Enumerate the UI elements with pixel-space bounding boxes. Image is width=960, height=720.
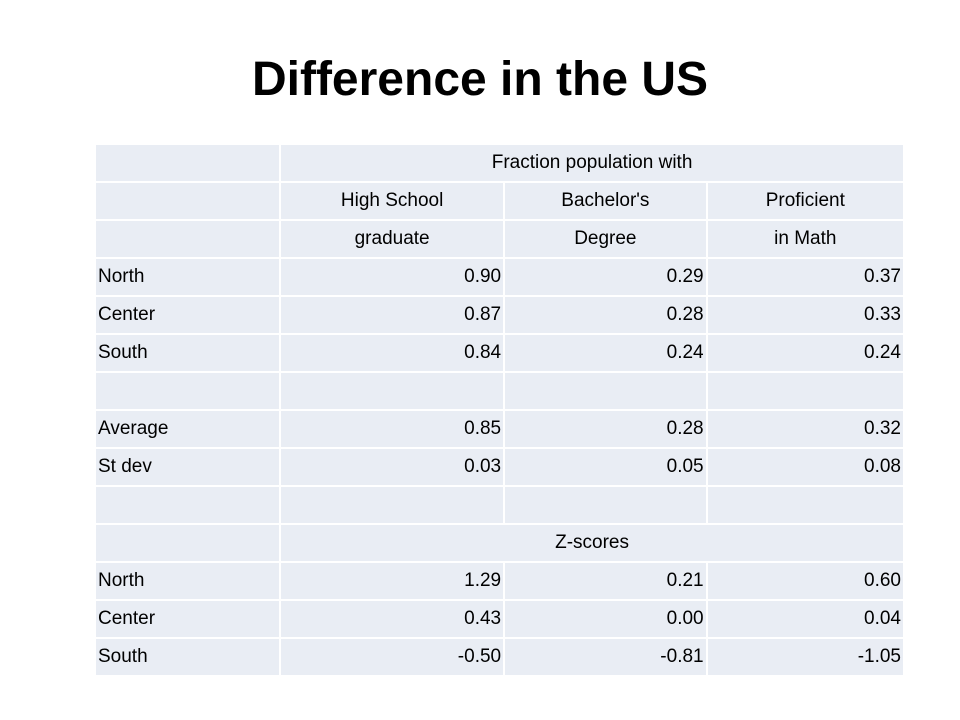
row-label: Average bbox=[96, 411, 282, 449]
table-row: North 1.29 0.21 0.60 bbox=[96, 563, 903, 601]
column-header-degree: Degree bbox=[505, 221, 708, 259]
table-cell: 0.32 bbox=[707, 411, 903, 449]
table-cell: 0.28 bbox=[505, 297, 708, 335]
row-label: South bbox=[96, 639, 282, 675]
table-cell: 0.24 bbox=[707, 335, 903, 373]
table-cell: -0.81 bbox=[505, 639, 708, 675]
empty-cell bbox=[96, 221, 282, 259]
header-row-line2: graduate Degree in Math bbox=[96, 221, 903, 259]
header-row-line1: High School Bachelor's Proficient bbox=[96, 183, 903, 221]
table-cell: 0.29 bbox=[505, 259, 708, 297]
table-row: Center 0.87 0.28 0.33 bbox=[96, 297, 903, 335]
table-cell: 0.28 bbox=[505, 411, 708, 449]
empty-cell bbox=[707, 373, 903, 411]
empty-cell bbox=[281, 487, 506, 525]
empty-cell bbox=[96, 145, 282, 183]
empty-cell bbox=[505, 487, 708, 525]
empty-cell bbox=[96, 487, 282, 525]
table-row: North 0.90 0.29 0.37 bbox=[96, 259, 903, 297]
column-header-graduate: graduate bbox=[281, 221, 506, 259]
data-table: Fraction population with High School Bac… bbox=[96, 145, 903, 675]
row-label: Center bbox=[96, 601, 282, 639]
empty-cell bbox=[281, 373, 506, 411]
empty-cell bbox=[707, 487, 903, 525]
table-row: South -0.50 -0.81 -1.05 bbox=[96, 639, 903, 675]
header-row-group: Fraction population with bbox=[96, 145, 903, 183]
table-cell: 1.29 bbox=[281, 563, 506, 601]
row-label: North bbox=[96, 259, 282, 297]
table-cell: 0.87 bbox=[281, 297, 506, 335]
row-label: South bbox=[96, 335, 282, 373]
table-cell: 0.08 bbox=[707, 449, 903, 487]
table-cell: 0.24 bbox=[505, 335, 708, 373]
table-cell: -1.05 bbox=[707, 639, 903, 675]
row-label: North bbox=[96, 563, 282, 601]
summary-row-average: Average 0.85 0.28 0.32 bbox=[96, 411, 903, 449]
table-cell: 0.60 bbox=[707, 563, 903, 601]
table-row: South 0.84 0.24 0.24 bbox=[96, 335, 903, 373]
empty-cell bbox=[505, 373, 708, 411]
table-cell: 0.00 bbox=[505, 601, 708, 639]
spacer-row bbox=[96, 487, 903, 525]
table-cell: 0.43 bbox=[281, 601, 506, 639]
column-header-proficient: Proficient bbox=[707, 183, 903, 221]
column-header-high-school: High School bbox=[281, 183, 506, 221]
table-cell: 0.84 bbox=[281, 335, 506, 373]
header-row-zscores: Z-scores bbox=[96, 525, 903, 563]
table-row: Center 0.43 0.00 0.04 bbox=[96, 601, 903, 639]
empty-cell bbox=[96, 183, 282, 221]
empty-cell bbox=[96, 525, 282, 563]
empty-cell bbox=[96, 373, 282, 411]
column-header-bachelors: Bachelor's bbox=[505, 183, 708, 221]
table-cell: 0.03 bbox=[281, 449, 506, 487]
table-cell: 0.85 bbox=[281, 411, 506, 449]
row-label: St dev bbox=[96, 449, 282, 487]
row-label: Center bbox=[96, 297, 282, 335]
table-cell: 0.04 bbox=[707, 601, 903, 639]
table-cell: 0.90 bbox=[281, 259, 506, 297]
group-header-zscores: Z-scores bbox=[281, 525, 903, 563]
table-cell: 0.33 bbox=[707, 297, 903, 335]
spacer-row bbox=[96, 373, 903, 411]
column-header-in-math: in Math bbox=[707, 221, 903, 259]
table-cell: 0.37 bbox=[707, 259, 903, 297]
table-cell: -0.50 bbox=[281, 639, 506, 675]
table-cell: 0.05 bbox=[505, 449, 708, 487]
summary-row-stdev: St dev 0.03 0.05 0.08 bbox=[96, 449, 903, 487]
slide-title: Difference in the US bbox=[251, 53, 709, 106]
group-header-fraction: Fraction population with bbox=[281, 145, 903, 183]
table-cell: 0.21 bbox=[505, 563, 708, 601]
